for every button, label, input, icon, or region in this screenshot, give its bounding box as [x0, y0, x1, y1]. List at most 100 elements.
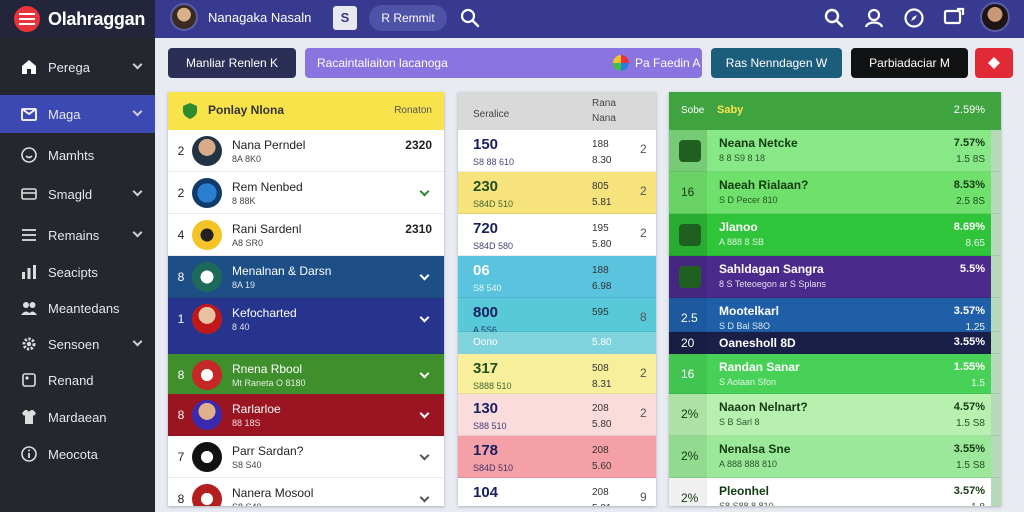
user-avatar[interactable]	[170, 3, 198, 31]
table-row[interactable]: 7 Parr Sardan? S8 S40	[168, 436, 444, 478]
standings-row[interactable]: 2% Nenalsa Sne A 888 888 810 3.55% 1.5 S8	[669, 436, 1001, 478]
table-row[interactable]: 1 Kefocharted 8 40	[168, 298, 444, 354]
screen-icon[interactable]	[942, 6, 966, 30]
rank-number: 8	[177, 408, 185, 422]
standings-row[interactable]: 16 Randan Sanar S Aolaan Sfon 1.55% 1.5	[669, 354, 1001, 394]
stat-row[interactable]: 178 S84D 510 208 5.60	[458, 436, 656, 478]
toolbar-tag-button[interactable]	[975, 48, 1013, 78]
chevron-down-icon[interactable]	[419, 270, 430, 281]
search-icon[interactable]	[822, 6, 846, 30]
team-value: 1.5 S8	[956, 460, 985, 471]
sidebar-item-sensoen[interactable]: Sensoen	[0, 325, 155, 363]
chevron-down-icon[interactable]	[419, 368, 430, 379]
chevron-down-icon[interactable]	[419, 186, 430, 197]
panel-header-right-bottom: Nana	[592, 113, 616, 124]
standings-row[interactable]: Jlanoo A 888 8 SB 8.69% 8.65	[669, 214, 1001, 256]
list-icon	[20, 226, 38, 244]
chart-icon	[20, 263, 38, 281]
stat-primary: 208	[592, 487, 609, 498]
table-row[interactable]: 2 Nana Perndel 8A 8K0 2320	[168, 130, 444, 172]
stat-row[interactable]: 720 S84D 580 195 5.80 2	[458, 214, 656, 256]
table-row[interactable]: 8 Rnena Rbool Mt Raneta O 8180	[168, 354, 444, 396]
standings-row[interactable]: 2% Pleonhel S8 S88 8 810 3.57% 1.8	[669, 478, 1001, 506]
rank-number: 2	[177, 144, 185, 158]
row-badge: 20	[681, 336, 695, 350]
scrollbar-track[interactable]	[991, 214, 1001, 256]
standings-row[interactable]: 2% Naaon Nelnart? S B Sarl 8 4.57% 1.5 S8	[669, 394, 1001, 436]
table-row[interactable]: 8 Rarlarloe 88 18S	[168, 394, 444, 436]
stat-primary: 805	[592, 181, 609, 192]
stat-row[interactable]: 800 A 5S6 595 8	[458, 298, 656, 335]
profile-avatar[interactable]	[980, 2, 1010, 32]
sidebar-item-remains[interactable]: Remains	[0, 216, 155, 254]
sidebar-item-renand[interactable]: Renand	[0, 361, 155, 399]
chevron-down-icon[interactable]	[419, 492, 430, 503]
panel-header: Ponlay Nlona Ronaton	[168, 92, 444, 130]
stat-row[interactable]: 06 S8 540 188 6.98	[458, 256, 656, 298]
sidebar-item-meocota[interactable]: Meocota	[0, 435, 155, 473]
table-row[interactable]: 8 Menalnan & Darsn 8A 19	[168, 256, 444, 298]
sidebar-item-smagld[interactable]: Smagld	[0, 175, 155, 213]
chevron-down-icon	[132, 227, 143, 238]
scrollbar-track[interactable]	[991, 172, 1001, 214]
compass-icon[interactable]	[902, 6, 926, 30]
chevron-down-icon[interactable]	[419, 312, 430, 323]
search-icon[interactable]	[458, 6, 482, 30]
scrollbar-track[interactable]	[991, 354, 1001, 394]
chevron-down-icon[interactable]	[419, 408, 430, 419]
stat-primary: 188	[592, 265, 609, 276]
stat-value: Oono	[473, 337, 498, 348]
document-icon[interactable]: S	[333, 6, 357, 30]
sidebar-item-mardaean[interactable]: Mardaean	[0, 398, 155, 436]
stat-row[interactable]: 317 S888 510 508 8.31 2	[458, 354, 656, 394]
toolbar-button-racaintaliaiton[interactable]: Racaintaliaiton lacanoga Pa Faedin A	[305, 48, 702, 78]
player-name: Nana Perndel	[232, 138, 306, 152]
stat-row[interactable]: 230 S84D 510 805 5.81 2	[458, 172, 656, 214]
stat-row[interactable]: 150 S8 88 610 188 8.30 2	[458, 130, 656, 172]
table-row[interactable]: 2 Rem Nenbed 8 88K	[168, 172, 444, 214]
row-divider	[669, 171, 1001, 172]
standings-row[interactable]: 2.5 Mootelkarl S D Bal S8O 3.57% 1.25	[669, 298, 1001, 333]
standings-row[interactable]: Neana Netcke 8 8 S9 8 18 7.57% 1.5 8S	[669, 130, 1001, 172]
table-row[interactable]: 8 Nanera Mosool S8 S40	[168, 478, 444, 506]
row-divider	[168, 297, 444, 298]
user-name[interactable]: Nanagaka Nasaln	[208, 10, 312, 25]
scrollbar-track[interactable]	[991, 298, 1001, 332]
brand[interactable]: Olahraggan	[0, 0, 155, 38]
scrollbar-track[interactable]	[991, 394, 1001, 436]
sidebar-item-maga[interactable]: Maga	[0, 95, 155, 133]
toolbar-button-manliar[interactable]: Manliar Renlen K	[168, 48, 296, 78]
sidebar-item-perega[interactable]: Perega	[0, 48, 155, 86]
standings-row[interactable]: 16 Naeah Rialaan? S D Pecer 810 8.53% 2.5 8S	[669, 172, 1001, 214]
menu-logo-icon[interactable]	[14, 6, 40, 32]
stat-row[interactable]: Oono 5.80	[458, 332, 656, 354]
panel-header-left: Seralice	[473, 109, 510, 120]
stat-row[interactable]: 130 S88 510 208 5.80 2	[458, 394, 656, 436]
stat-primary: 188	[592, 139, 609, 150]
remmit-button[interactable]: R Remmit	[369, 5, 447, 31]
scrollbar-track[interactable]	[991, 256, 1001, 298]
row-divider	[669, 213, 1001, 214]
row-divider	[669, 255, 1001, 256]
standings-row[interactable]: 20 Oanesholl 8D 3.55%	[669, 332, 1001, 354]
user-icon[interactable]	[862, 6, 886, 30]
standings-row[interactable]: Sahldagan Sangra 8 S Teteoegon ar S Splan…	[669, 256, 1001, 298]
sidebar-item-seacipts[interactable]: Seacipts	[0, 253, 155, 291]
people-icon	[20, 299, 38, 317]
sidebar-item-meantedans[interactable]: Meantedans	[0, 289, 155, 327]
chevron-down-icon[interactable]	[419, 450, 430, 461]
scrollbar-track[interactable]	[991, 332, 1001, 354]
stat-value: 130	[473, 400, 499, 417]
scrollbar-track[interactable]	[991, 478, 1001, 506]
stat-primary: 595	[592, 307, 609, 318]
scrollbar-track[interactable]	[991, 436, 1001, 478]
toolbar-button-nenndagen[interactable]: Ras Nenndagen W	[711, 48, 842, 78]
stat-subtext: S88 510	[473, 421, 507, 431]
table-row[interactable]: 4 Rani Sardenl A8 SR0 2310	[168, 214, 444, 256]
scrollbar-track[interactable]	[991, 130, 1001, 172]
toolbar-button-parbiadaciar[interactable]: Parbiadaciar M	[851, 48, 968, 78]
sidebar-item-mamhts[interactable]: Mamhts	[0, 136, 155, 174]
stat-row[interactable]: 104 S84D 510 208 5.81 9	[458, 478, 656, 506]
stat-secondary: 6.98	[592, 281, 612, 292]
stat-subtext: S888 510	[473, 381, 512, 391]
